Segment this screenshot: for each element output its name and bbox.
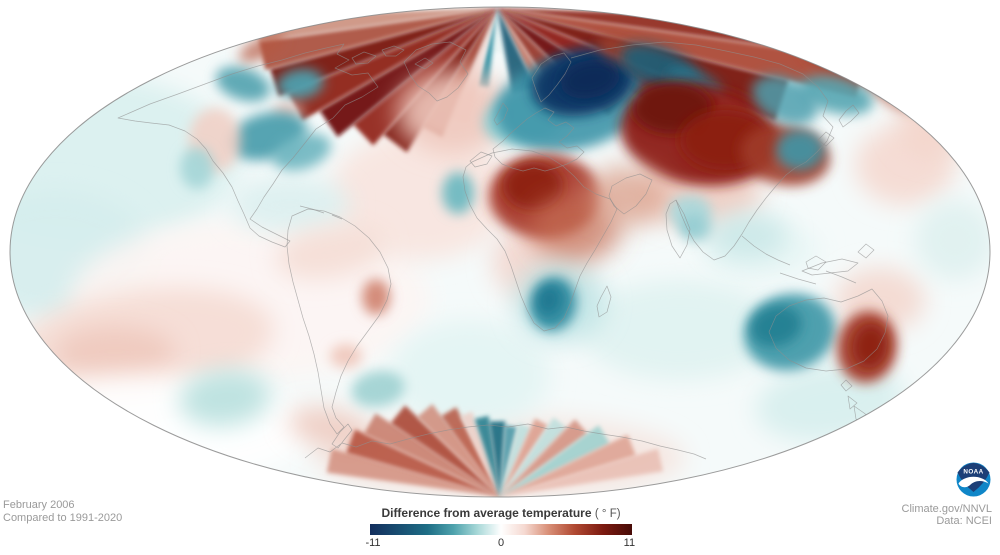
anomaly-fan-streak: [500, 418, 549, 497]
map-outline: [9, 6, 991, 498]
anomaly-fan-streak: [497, 8, 864, 98]
coastline: [299, 205, 343, 220]
anomaly-blob: [351, 370, 405, 408]
coastline: [462, 148, 618, 332]
anomaly-blob: [362, 279, 390, 315]
legend-colorbar: [370, 524, 632, 535]
noaa-logo: NOAA: [956, 462, 991, 497]
anomaly-blob: [587, 165, 667, 227]
anomaly-blob: [560, 59, 620, 99]
anomaly-fan-streak: [500, 434, 636, 497]
legend-title: Difference from average temperature ( ° …: [381, 506, 620, 520]
legend-tick-zero: 0: [497, 537, 505, 549]
coastline: [286, 208, 392, 435]
legend: Difference from average temperature ( ° …: [365, 506, 636, 552]
anomaly-blob: [679, 215, 713, 241]
coastline: [403, 41, 469, 102]
anomaly-fan-streak: [500, 425, 610, 497]
anomaly-blob: [776, 130, 824, 170]
coastline: [570, 41, 834, 261]
date-line: February 2006: [3, 499, 75, 511]
legend-unit: ( ° F): [594, 508, 621, 520]
anomaly-fan-streak: [474, 415, 500, 497]
anomaly-blob: [230, 177, 350, 233]
anomaly-fan-streak: [500, 448, 663, 497]
coastline: [117, 43, 379, 248]
anomaly-blob: [708, 212, 788, 260]
coastline: [304, 423, 707, 460]
anomaly-blob: [442, 172, 474, 214]
coastline: [351, 45, 434, 70]
anomaly-fan-streak: [364, 413, 500, 497]
world-map: [9, 6, 991, 498]
coastline: [768, 258, 889, 427]
coastline: [741, 235, 875, 285]
anomaly-blob: [272, 133, 332, 171]
anomaly-blob: [288, 406, 372, 450]
anomaly-blob: [536, 285, 562, 315]
anomaly-blob: [238, 34, 286, 62]
anomaly-blob: [751, 75, 819, 125]
anomaly-fan-streak: [500, 417, 567, 497]
anomaly-fan-streak: [460, 411, 500, 497]
anomaly-blob: [330, 130, 510, 260]
anomaly-blob: [276, 68, 324, 100]
coastline: [608, 173, 691, 259]
anomaly-blob: [179, 369, 271, 427]
anomaly-fan-streak: [441, 407, 500, 497]
anomaly-fan-streak: [346, 429, 500, 497]
anomaly-blob: [852, 324, 888, 368]
anomaly-fan-streak: [288, 8, 497, 121]
anomaly-blob: [915, 200, 990, 280]
coastline: [492, 107, 585, 172]
legend-title-text: Difference from average temperature: [381, 506, 592, 520]
anomaly-blob: [390, 320, 550, 430]
anomaly-fan-streak: [500, 425, 518, 497]
anomaly-fan-streak: [500, 419, 588, 497]
seagull-icon: [958, 476, 989, 488]
anomaly-fan-streak: [417, 404, 500, 497]
anomaly-fan-streak: [259, 8, 497, 71]
coastline: [817, 104, 860, 147]
coastline: [469, 52, 572, 168]
anomaly-blob: [503, 162, 563, 210]
logo-label: NOAA: [963, 469, 983, 476]
anomaly-blob: [275, 224, 385, 280]
anomaly-fan-streak: [326, 448, 500, 497]
anomaly-fan-streak: [319, 8, 497, 137]
anomaly-fan-streak: [500, 423, 531, 497]
anomaly-blob: [897, 93, 973, 157]
legend-tick-max: 11: [623, 537, 636, 549]
anomaly-blob: [580, 280, 780, 380]
anomaly-blob: [330, 344, 362, 368]
credit-data: Data: NCEI: [936, 515, 992, 527]
anomaly-fan-streak: [477, 8, 497, 88]
anomaly-blob: [180, 147, 214, 189]
credit-source: Climate.gov/NNVL: [901, 503, 992, 515]
anomaly-fan-streak: [390, 405, 500, 497]
baseline-line: Compared to 1991-2020: [3, 512, 123, 524]
anomaly-fan-streak: [492, 8, 502, 53]
legend-tick-min: -11: [365, 537, 381, 549]
anomaly-blob: [750, 305, 802, 347]
date-stamp: February 2006 Compared to 1991-2020: [3, 499, 122, 525]
credits: Climate.gov/NNVL Data: NCEI: [902, 503, 992, 527]
anomaly-blob: [55, 326, 175, 378]
